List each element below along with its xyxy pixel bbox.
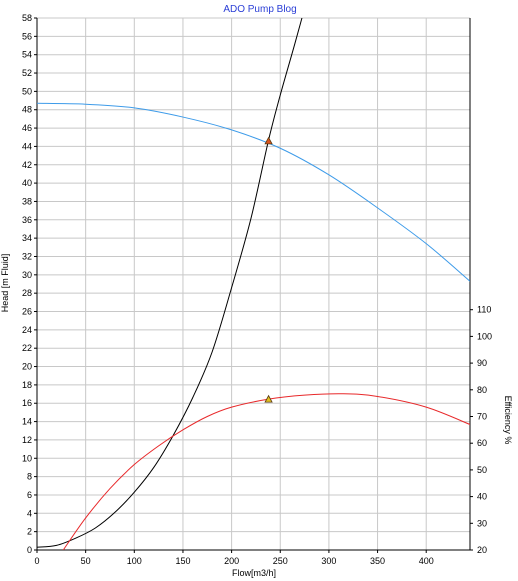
y-tick-label: 48 <box>22 105 32 115</box>
y2-axis-label: Efficiency % <box>503 396 513 445</box>
y-tick-label: 32 <box>22 251 32 261</box>
markers <box>264 136 273 403</box>
y-tick-label: 26 <box>22 307 32 317</box>
curves <box>37 18 470 550</box>
operating-point-marker <box>264 136 273 145</box>
chart-title: ADO Pump Blog <box>223 4 296 15</box>
y-tick-label: 46 <box>22 123 32 133</box>
y-tick-label: 42 <box>22 160 32 170</box>
x-tick-label: 100 <box>127 556 142 566</box>
y-tick-label: 2 <box>27 527 32 537</box>
efficiency-point-marker <box>264 394 273 403</box>
x-tick-label: 50 <box>81 556 91 566</box>
y-axis-label: Head [m Fluid] <box>0 254 10 313</box>
y-tick-label: 52 <box>22 68 32 78</box>
y2-tick-label: 30 <box>477 518 487 528</box>
y-tick-label: 36 <box>22 215 32 225</box>
y-tick-label: 58 <box>22 13 32 23</box>
y-tick-label: 6 <box>27 490 32 500</box>
y-tick-label: 18 <box>22 380 32 390</box>
x-tick-labels: 0 50 100 150 200 250 300 350 400 <box>34 556 433 566</box>
x-tick-label: 350 <box>370 556 385 566</box>
y-tick-label: 8 <box>27 472 32 482</box>
y-tick-label: 20 <box>22 362 32 372</box>
y2-tick-label: 50 <box>477 465 487 475</box>
y2-tick-label: 80 <box>477 385 487 395</box>
y2-tick-label: 40 <box>477 492 487 502</box>
y-tick-label: 4 <box>27 508 32 518</box>
y-tick-label: 44 <box>22 141 32 151</box>
y-tick-label: 40 <box>22 178 32 188</box>
y2-tick-label: 20 <box>477 545 487 555</box>
y-tick-label: 22 <box>22 343 32 353</box>
x-tick-label: 200 <box>224 556 239 566</box>
y-tick-label: 50 <box>22 86 32 96</box>
y2-tick-label: 90 <box>477 358 487 368</box>
y-tick-label: 14 <box>22 417 32 427</box>
grid <box>37 17 470 550</box>
y2-tick-label: 60 <box>477 438 487 448</box>
efficiency-curve <box>62 393 470 550</box>
x-tick-label: 0 <box>34 556 39 566</box>
x-tick-label: 300 <box>321 556 336 566</box>
y-tick-labels: 0246810121416182022242628303234363840424… <box>22 13 32 555</box>
y2-tick-labels: 20 30 40 50 60 70 80 90 100 110 <box>477 305 492 555</box>
system-curve <box>37 18 303 548</box>
y-tick-label: 24 <box>22 325 32 335</box>
y-tick-label: 34 <box>22 233 32 243</box>
y2-tick-label: 70 <box>477 412 487 422</box>
y-tick-label: 28 <box>22 288 32 298</box>
y-tick-label: 30 <box>22 270 32 280</box>
y-tick-label: 10 <box>22 453 32 463</box>
pump-head-curve <box>37 102 470 282</box>
axes <box>34 17 473 553</box>
y-tick-label: 38 <box>22 196 32 206</box>
y2-tick-label: 100 <box>477 331 492 341</box>
x-tick-label: 250 <box>273 556 288 566</box>
x-axis-label: Flow[m3/h] <box>232 568 276 578</box>
y-tick-label: 12 <box>22 435 32 445</box>
y-tick-label: 0 <box>27 545 32 555</box>
y-tick-label: 56 <box>22 31 32 41</box>
x-tick-label: 400 <box>419 556 434 566</box>
y-tick-label: 16 <box>22 398 32 408</box>
y-tick-label: 54 <box>22 50 32 60</box>
y2-tick-label: 110 <box>477 305 491 315</box>
x-tick-label: 150 <box>175 556 190 566</box>
